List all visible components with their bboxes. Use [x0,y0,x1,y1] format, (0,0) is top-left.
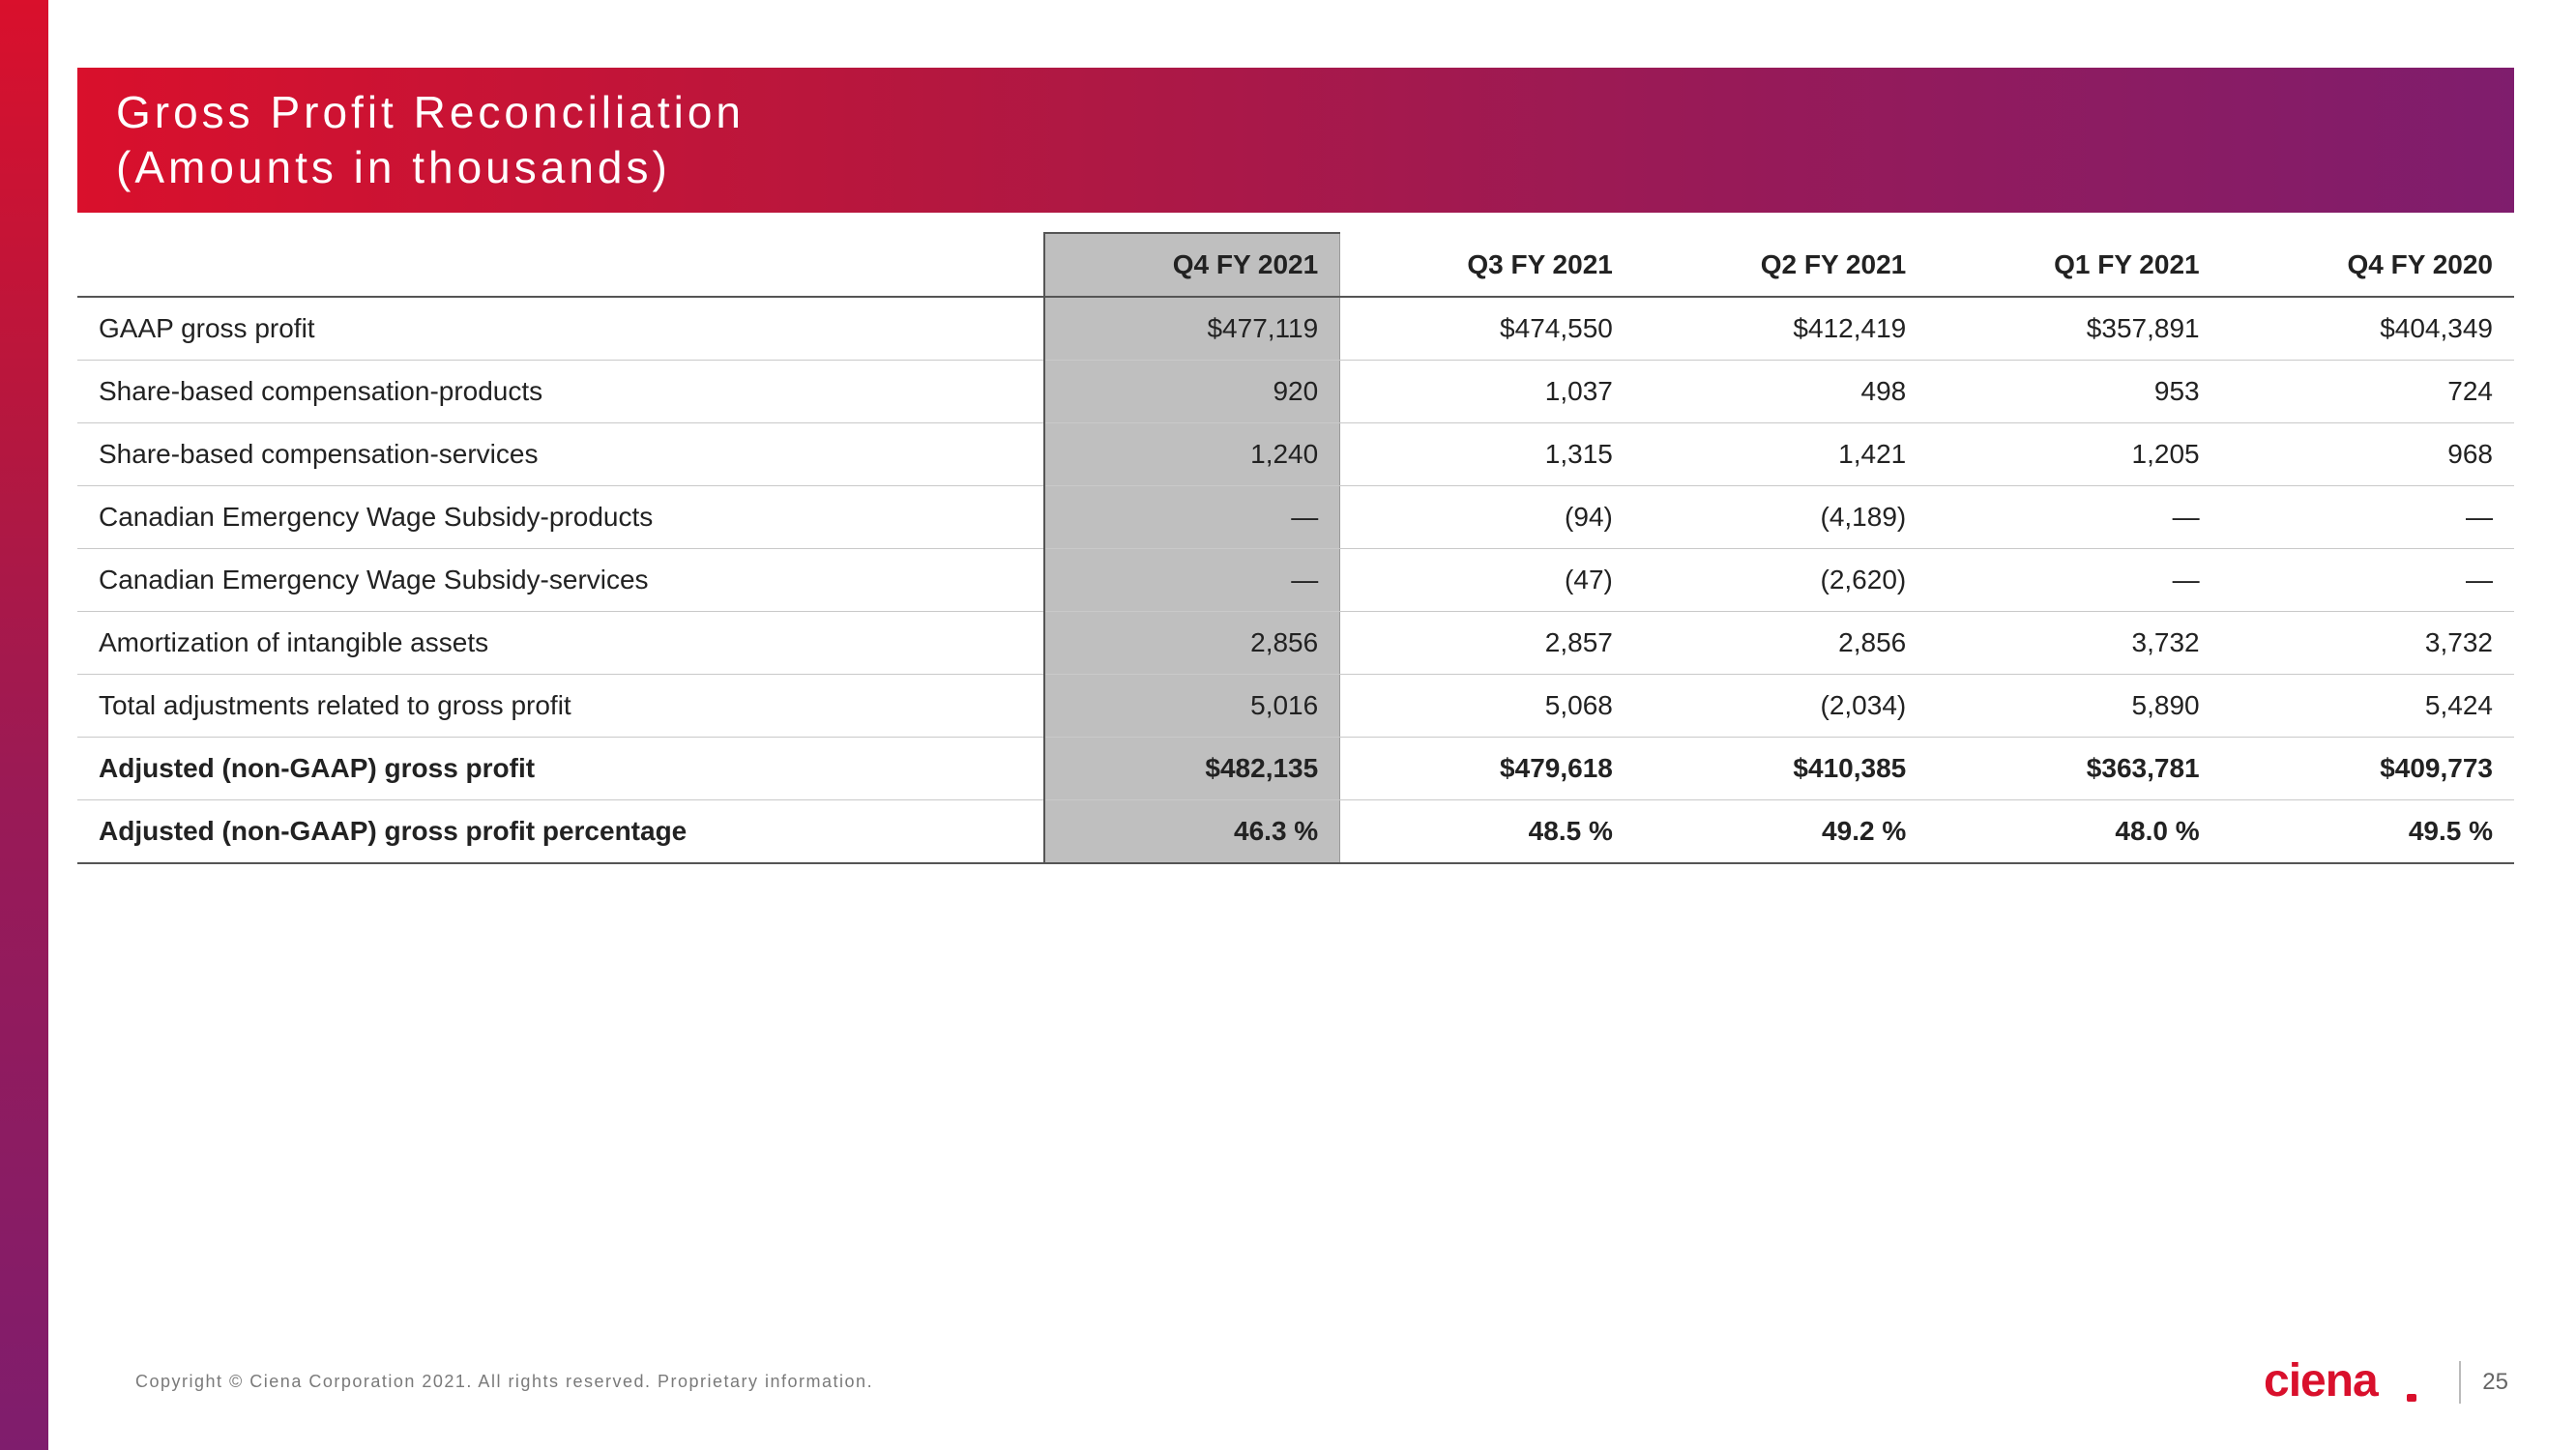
row-label: Adjusted (non-GAAP) gross profit percent… [77,800,1044,864]
cell: $410,385 [1634,738,1927,800]
cell: 498 [1634,361,1927,423]
col-header: Q4 FY 2020 [2221,233,2514,297]
cell: $404,349 [2221,297,2514,361]
cell: 724 [2221,361,2514,423]
cell: — [2221,486,2514,549]
reconciliation-table: Q4 FY 2021 Q3 FY 2021 Q2 FY 2021 Q1 FY 2… [77,232,2514,864]
col-header: Q1 FY 2021 [1927,233,2220,297]
cell: $409,773 [2221,738,2514,800]
cell: (2,620) [1634,549,1927,612]
ciena-logo: ciena [2264,1355,2438,1409]
cell: (94) [1340,486,1634,549]
cell: 3,732 [2221,612,2514,675]
cell: 5,068 [1340,675,1634,738]
row-label: Amortization of intangible assets [77,612,1044,675]
left-gradient-bar [0,0,48,1450]
svg-text:ciena: ciena [2264,1355,2379,1406]
row-label: Canadian Emergency Wage Subsidy-products [77,486,1044,549]
cell: 5,016 [1044,675,1340,738]
col-header: Q4 FY 2021 [1044,233,1340,297]
table-row: Adjusted (non-GAAP) gross profit percent… [77,800,2514,864]
table-row: Canadian Emergency Wage Subsidy-products… [77,486,2514,549]
row-label: Adjusted (non-GAAP) gross profit [77,738,1044,800]
row-label: Share-based compensation-products [77,361,1044,423]
col-header: Q3 FY 2021 [1340,233,1634,297]
table-row: Share-based compensation-products9201,03… [77,361,2514,423]
table-corner-cell [77,233,1044,297]
reconciliation-table-wrap: Q4 FY 2021 Q3 FY 2021 Q2 FY 2021 Q1 FY 2… [77,232,2514,864]
cell: 920 [1044,361,1340,423]
cell: — [1044,549,1340,612]
row-label: GAAP gross profit [77,297,1044,361]
cell: (2,034) [1634,675,1927,738]
table-row: Total adjustments related to gross profi… [77,675,2514,738]
row-label: Share-based compensation-services [77,423,1044,486]
cell: 1,315 [1340,423,1634,486]
row-label: Canadian Emergency Wage Subsidy-services [77,549,1044,612]
cell: $412,419 [1634,297,1927,361]
table-header-row: Q4 FY 2021 Q3 FY 2021 Q2 FY 2021 Q1 FY 2… [77,233,2514,297]
title-line-1: Gross Profit Reconciliation [116,85,2514,141]
cell: 2,856 [1634,612,1927,675]
page-number: 25 [2459,1361,2508,1403]
cell: 49.5 % [2221,800,2514,864]
table-row: Share-based compensation-services1,2401,… [77,423,2514,486]
cell: — [1927,486,2220,549]
cell: 1,421 [1634,423,1927,486]
cell: — [1927,549,2220,612]
cell: 46.3 % [1044,800,1340,864]
cell: — [2221,549,2514,612]
cell: — [1044,486,1340,549]
cell: 1,037 [1340,361,1634,423]
table-row: Canadian Emergency Wage Subsidy-services… [77,549,2514,612]
table-row: Adjusted (non-GAAP) gross profit$482,135… [77,738,2514,800]
cell: (47) [1340,549,1634,612]
title-line-2: (Amounts in thousands) [116,140,2514,196]
cell: $474,550 [1340,297,1634,361]
cell: 2,857 [1340,612,1634,675]
cell: 3,732 [1927,612,2220,675]
cell: $357,891 [1927,297,2220,361]
title-band: Gross Profit Reconciliation (Amounts in … [77,68,2514,213]
cell: 48.0 % [1927,800,2220,864]
col-header: Q2 FY 2021 [1634,233,1927,297]
cell: 1,205 [1927,423,2220,486]
cell: 5,890 [1927,675,2220,738]
table-row: GAAP gross profit$477,119$474,550$412,41… [77,297,2514,361]
cell: $482,135 [1044,738,1340,800]
cell: (4,189) [1634,486,1927,549]
cell: 5,424 [2221,675,2514,738]
row-label: Total adjustments related to gross profi… [77,675,1044,738]
cell: 49.2 % [1634,800,1927,864]
cell: $479,618 [1340,738,1634,800]
cell: $477,119 [1044,297,1340,361]
footer-right: ciena 25 [2264,1355,2508,1409]
cell: 48.5 % [1340,800,1634,864]
cell: 1,240 [1044,423,1340,486]
copyright-text: Copyright © Ciena Corporation 2021. All … [135,1372,873,1392]
cell: $363,781 [1927,738,2220,800]
cell: 2,856 [1044,612,1340,675]
table-row: Amortization of intangible assets2,8562,… [77,612,2514,675]
cell: 968 [2221,423,2514,486]
cell: 953 [1927,361,2220,423]
